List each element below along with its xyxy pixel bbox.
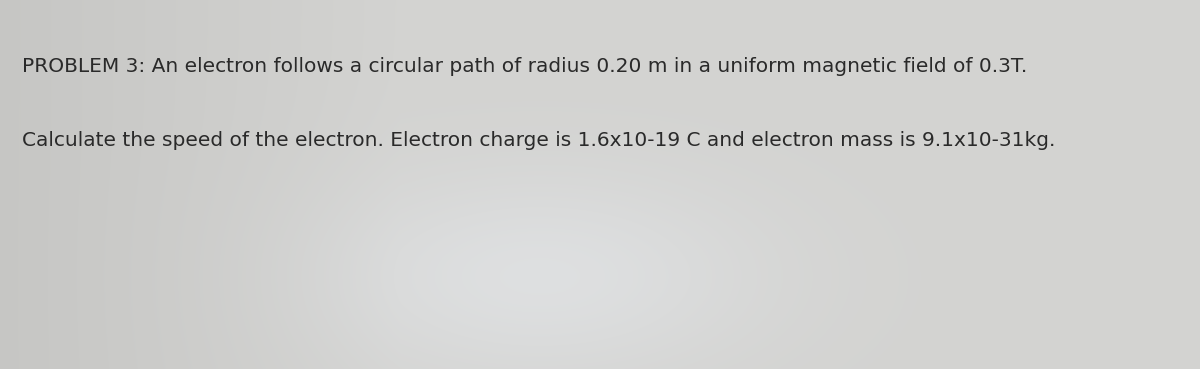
Text: PROBLEM 3: An electron follows a circular path of radius 0.20 m in a uniform mag: PROBLEM 3: An electron follows a circula… xyxy=(22,57,1027,76)
Text: Calculate the speed of the electron. Electron charge is 1.6x10-19 C and electron: Calculate the speed of the electron. Ele… xyxy=(22,131,1055,150)
